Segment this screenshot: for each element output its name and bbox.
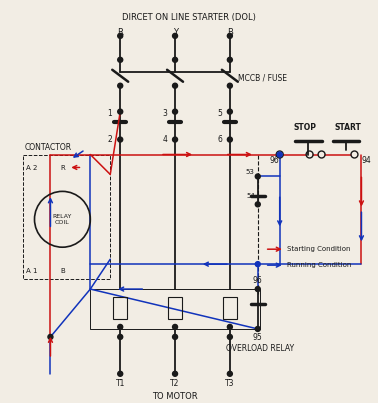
Text: 94: 94 xyxy=(361,156,371,166)
Circle shape xyxy=(255,174,260,179)
Circle shape xyxy=(118,137,123,142)
Text: Y: Y xyxy=(172,28,178,37)
Text: CONTACTOR: CONTACTOR xyxy=(25,143,72,152)
Circle shape xyxy=(118,83,123,88)
Text: STOP: STOP xyxy=(293,123,316,131)
Text: B: B xyxy=(60,268,65,274)
Bar xyxy=(113,297,127,319)
Circle shape xyxy=(118,371,123,376)
Circle shape xyxy=(172,137,178,142)
Text: RELAY
COIL: RELAY COIL xyxy=(53,214,72,225)
Text: A 1: A 1 xyxy=(26,268,37,274)
Text: 4: 4 xyxy=(162,135,167,144)
Circle shape xyxy=(172,83,178,88)
Text: A 2: A 2 xyxy=(26,166,37,171)
Circle shape xyxy=(172,33,178,38)
Circle shape xyxy=(255,287,260,291)
Text: 1: 1 xyxy=(107,109,112,118)
Circle shape xyxy=(277,152,282,157)
Text: MCCB / FUSE: MCCB / FUSE xyxy=(238,73,287,82)
Circle shape xyxy=(118,324,123,329)
Text: 3: 3 xyxy=(162,109,167,118)
Text: R: R xyxy=(117,28,123,37)
Text: TO MOTOR: TO MOTOR xyxy=(152,392,198,401)
Circle shape xyxy=(118,109,123,114)
Circle shape xyxy=(228,33,232,38)
Text: Running Condition: Running Condition xyxy=(287,262,351,268)
Circle shape xyxy=(228,334,232,339)
Text: 96: 96 xyxy=(253,276,263,285)
Bar xyxy=(23,154,110,279)
Text: R: R xyxy=(60,166,65,171)
Circle shape xyxy=(172,324,178,329)
Text: T1: T1 xyxy=(116,379,125,388)
Circle shape xyxy=(118,33,123,38)
Circle shape xyxy=(172,57,178,62)
Circle shape xyxy=(228,57,232,62)
Text: 6: 6 xyxy=(217,135,222,144)
Text: 53: 53 xyxy=(246,169,255,175)
Circle shape xyxy=(118,334,123,339)
Circle shape xyxy=(228,109,232,114)
Text: OVERLOAD RELAY: OVERLOAD RELAY xyxy=(226,344,294,353)
Text: 95: 95 xyxy=(253,333,263,342)
Text: 96: 96 xyxy=(270,156,280,166)
Text: B: B xyxy=(227,28,233,37)
Circle shape xyxy=(172,334,178,339)
Text: 54: 54 xyxy=(246,193,255,199)
Bar xyxy=(168,297,182,319)
Circle shape xyxy=(255,202,260,207)
Bar xyxy=(90,289,260,329)
Circle shape xyxy=(228,324,232,329)
Circle shape xyxy=(48,334,53,339)
Text: T2: T2 xyxy=(170,379,180,388)
Circle shape xyxy=(228,137,232,142)
Bar xyxy=(223,297,237,319)
Circle shape xyxy=(255,262,260,267)
Circle shape xyxy=(228,371,232,376)
Text: Starting Condition: Starting Condition xyxy=(287,246,350,252)
Text: 2: 2 xyxy=(107,135,112,144)
Circle shape xyxy=(228,83,232,88)
Circle shape xyxy=(255,326,260,331)
Text: T3: T3 xyxy=(225,379,235,388)
Text: 5: 5 xyxy=(217,109,222,118)
Circle shape xyxy=(172,371,178,376)
Circle shape xyxy=(172,109,178,114)
Text: DIRCET ON LINE STARTER (DOL): DIRCET ON LINE STARTER (DOL) xyxy=(122,13,256,22)
Text: START: START xyxy=(334,123,361,131)
Circle shape xyxy=(118,57,123,62)
